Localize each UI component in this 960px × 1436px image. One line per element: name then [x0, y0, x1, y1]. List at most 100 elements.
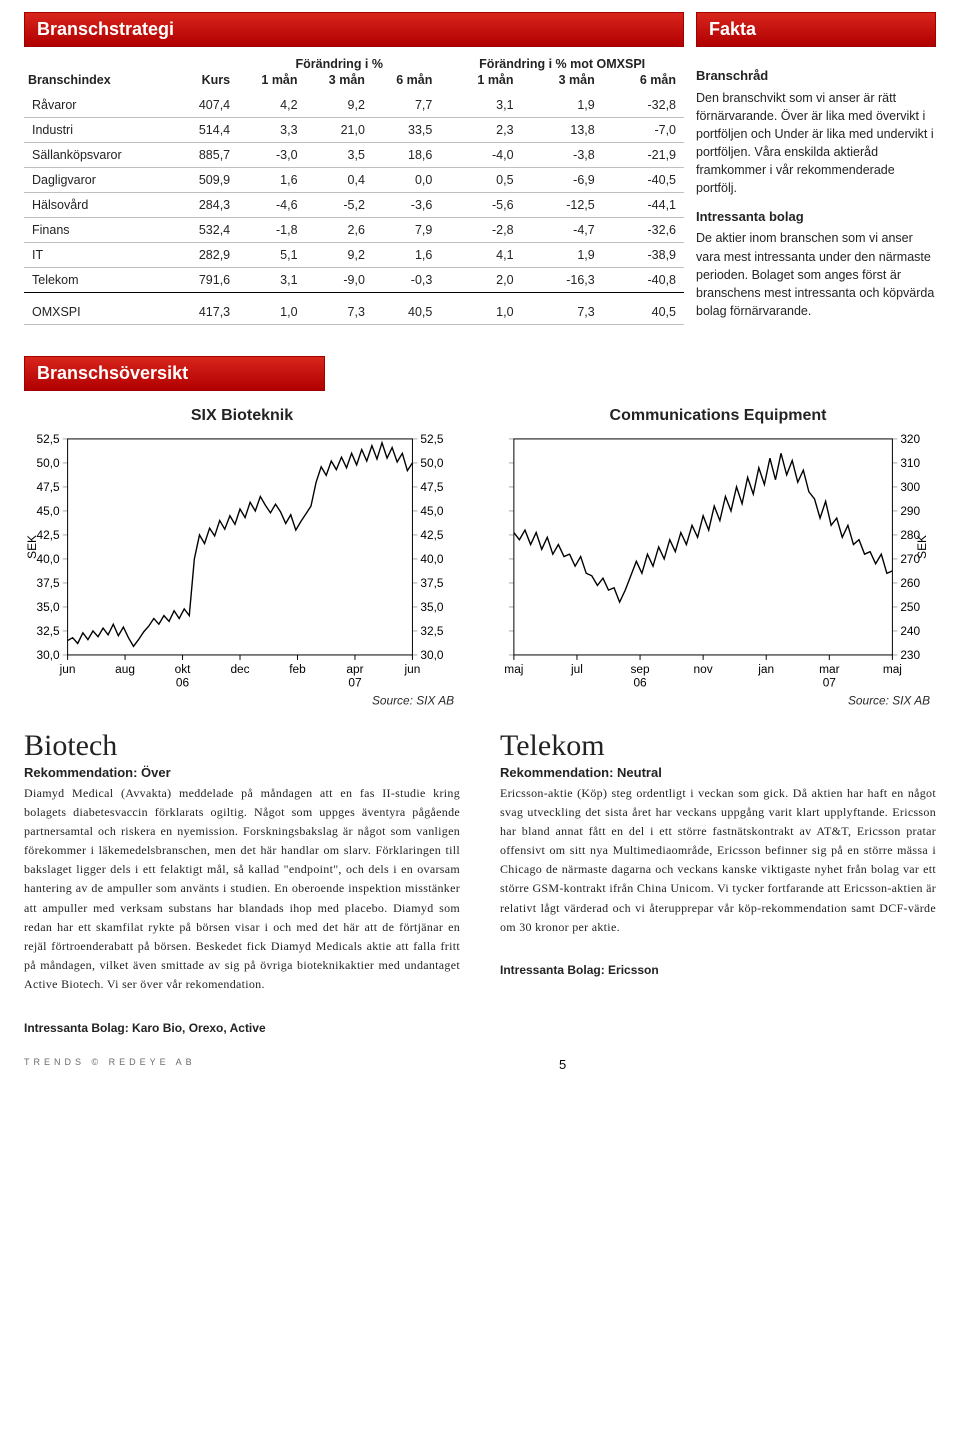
svg-text:40,0: 40,0: [420, 552, 444, 566]
branschstrategi-header: Branschstrategi: [24, 12, 684, 47]
svg-text:250: 250: [900, 600, 920, 614]
article-telekom-rek: Rekommendation: Neutral: [500, 765, 936, 780]
col-branschindex: Branschindex: [24, 71, 172, 93]
svg-text:230: 230: [900, 648, 920, 662]
article-biotech-intbolag: Intressanta Bolag: Karo Bio, Orexo, Acti…: [24, 1021, 460, 1035]
chart-bioteknik: SIX Bioteknik 52,5 52,5 50,0 50,0 47,5 47,5 45…: [24, 407, 460, 708]
footer-left: TRENDS © REDEYE AB: [24, 1057, 196, 1072]
table-summary-row: OMXSPI417,31,07,340,51,07,340,5: [24, 293, 684, 325]
branschoversikt-header: Branschsöversikt: [24, 356, 325, 391]
fakta-p1: Den branschvikt som vi anser är rätt för…: [696, 89, 936, 198]
svg-text:35,0: 35,0: [37, 600, 61, 614]
svg-text:30,0: 30,0: [420, 648, 444, 662]
svg-text:260: 260: [900, 576, 920, 590]
article-telekom-title: Telekom: [500, 729, 936, 763]
col-kurs: Kurs: [172, 71, 238, 93]
table-row: Finans532,4-1,82,67,9-2,8-4,7-32,6: [24, 218, 684, 243]
svg-text:42,5: 42,5: [420, 528, 444, 542]
svg-text:jan: jan: [757, 662, 774, 676]
chart-telekom: Communications Equipment 320310300290280…: [500, 407, 936, 708]
svg-text:dec: dec: [230, 662, 249, 676]
fakta-panel: Fakta Branschråd Den branschvikt som vi …: [696, 12, 936, 328]
svg-text:40,0: 40,0: [37, 552, 61, 566]
svg-text:06: 06: [176, 676, 190, 690]
svg-text:sep: sep: [630, 662, 650, 676]
svg-text:nov: nov: [694, 662, 713, 676]
svg-text:apr: apr: [346, 662, 363, 676]
svg-text:310: 310: [900, 456, 920, 470]
svg-text:320: 320: [900, 432, 920, 446]
article-telekom-intbolag: Intressanta Bolag: Ericsson: [500, 963, 936, 977]
article-telekom-body: Ericsson-aktie (Köp) steg ordentligt i v…: [500, 784, 936, 938]
article-biotech-title: Biotech: [24, 729, 460, 763]
svg-text:Source: SIX AB: Source: SIX AB: [848, 694, 930, 708]
col-6man-b: 6 mån: [603, 71, 684, 93]
col-1man-a: 1 mån: [238, 71, 305, 93]
fakta-h1: Branschråd: [696, 67, 936, 86]
svg-text:300: 300: [900, 480, 920, 494]
svg-text:06: 06: [633, 676, 647, 690]
svg-text:37,5: 37,5: [37, 576, 61, 590]
col-6man-a: 6 mån: [373, 71, 440, 93]
page-footer: TRENDS © REDEYE AB 5 .: [24, 1057, 936, 1072]
svg-text:jun: jun: [404, 662, 421, 676]
table-row: IT282,95,19,21,64,11,9-38,9: [24, 243, 684, 268]
col-3man-a: 3 mån: [306, 71, 373, 93]
table-row: Dagligvaror509,91,60,40,00,5-6,9-40,5: [24, 168, 684, 193]
svg-text:maj: maj: [883, 662, 902, 676]
svg-text:50,0: 50,0: [420, 456, 444, 470]
chart-bioteknik-title: SIX Bioteknik: [24, 407, 460, 425]
col-group-forandring: Förändring i %: [238, 53, 440, 71]
article-biotech-body: Diamyd Medical (Avvakta) meddelade på må…: [24, 784, 460, 995]
svg-text:47,5: 47,5: [37, 480, 61, 494]
article-biotech-rek: Rekommendation: Över: [24, 765, 460, 780]
svg-text:32,5: 32,5: [37, 624, 61, 638]
fakta-header: Fakta: [696, 12, 936, 47]
svg-text:290: 290: [900, 504, 920, 518]
col-3man-b: 3 mån: [522, 71, 603, 93]
svg-text:07: 07: [348, 676, 361, 690]
table-row: Råvaror407,44,29,27,73,11,9-32,8: [24, 93, 684, 118]
svg-text:07: 07: [823, 676, 836, 690]
svg-text:mar: mar: [819, 662, 839, 676]
fakta-p2: De aktier inom branschen som vi anser va…: [696, 229, 936, 320]
branschstrategi-table: Förändring i % Förändring i % mot OMXSPI…: [24, 53, 684, 325]
svg-text:jul: jul: [570, 662, 583, 676]
svg-text:30,0: 30,0: [37, 648, 61, 662]
branschstrategi-table-wrap: Förändring i % Förändring i % mot OMXSPI…: [24, 53, 684, 325]
footer-page: 5: [559, 1057, 566, 1072]
charts-row: SIX Bioteknik 52,5 52,5 50,0 50,0 47,5 47,5 45…: [24, 407, 936, 708]
svg-text:Source: SIX AB: Source: SIX AB: [372, 694, 454, 708]
article-telekom: Telekom Rekommendation: Neutral Ericsson…: [500, 729, 936, 1035]
chart-bioteknik-svg: 52,5 52,5 50,0 50,0 47,5 47,5 45,0 45,0 42,5 42,5…: [24, 431, 460, 708]
col-1man-b: 1 mån: [440, 71, 521, 93]
table-row: Hälsovård284,3-4,6-5,2-3,6-5,6-12,5-44,1: [24, 193, 684, 218]
svg-text:52,5: 52,5: [37, 432, 61, 446]
svg-text:50,0: 50,0: [37, 456, 61, 470]
articles-row: Biotech Rekommendation: Över Diamyd Medi…: [24, 729, 936, 1035]
fakta-h2: Intressanta bolag: [696, 208, 936, 227]
svg-text:32,5: 32,5: [420, 624, 444, 638]
svg-text:47,5: 47,5: [420, 480, 444, 494]
svg-text:SEK: SEK: [25, 535, 39, 559]
col-group-forandring-omx: Förändring i % mot OMXSPI: [440, 53, 684, 71]
svg-text:jun: jun: [59, 662, 76, 676]
svg-text:37,5: 37,5: [420, 576, 444, 590]
table-row: Sällanköpsvaror885,7-3,03,518,6-4,0-3,8-…: [24, 143, 684, 168]
chart-telekom-title: Communications Equipment: [500, 407, 936, 425]
table-row: Industri514,43,321,033,52,313,8-7,0: [24, 118, 684, 143]
table-row: Telekom791,63,1-9,0-0,32,0-16,3-40,8: [24, 268, 684, 293]
svg-text:42,5: 42,5: [37, 528, 61, 542]
svg-text:52,5: 52,5: [420, 432, 444, 446]
svg-text:SEK: SEK: [915, 535, 929, 559]
branschstrategi-panel: Branschstrategi Förändring i % Förändrin…: [24, 12, 684, 328]
svg-text:45,0: 45,0: [37, 504, 61, 518]
article-biotech: Biotech Rekommendation: Över Diamyd Medi…: [24, 729, 460, 1035]
svg-text:maj: maj: [504, 662, 523, 676]
top-row: Branschstrategi Förändring i % Förändrin…: [24, 12, 936, 328]
chart-telekom-svg: 320310300290280270260250240230majjulsepn…: [500, 431, 936, 708]
svg-text:okt: okt: [175, 662, 192, 676]
svg-text:45,0: 45,0: [420, 504, 444, 518]
svg-text:aug: aug: [115, 662, 135, 676]
svg-text:35,0: 35,0: [420, 600, 444, 614]
